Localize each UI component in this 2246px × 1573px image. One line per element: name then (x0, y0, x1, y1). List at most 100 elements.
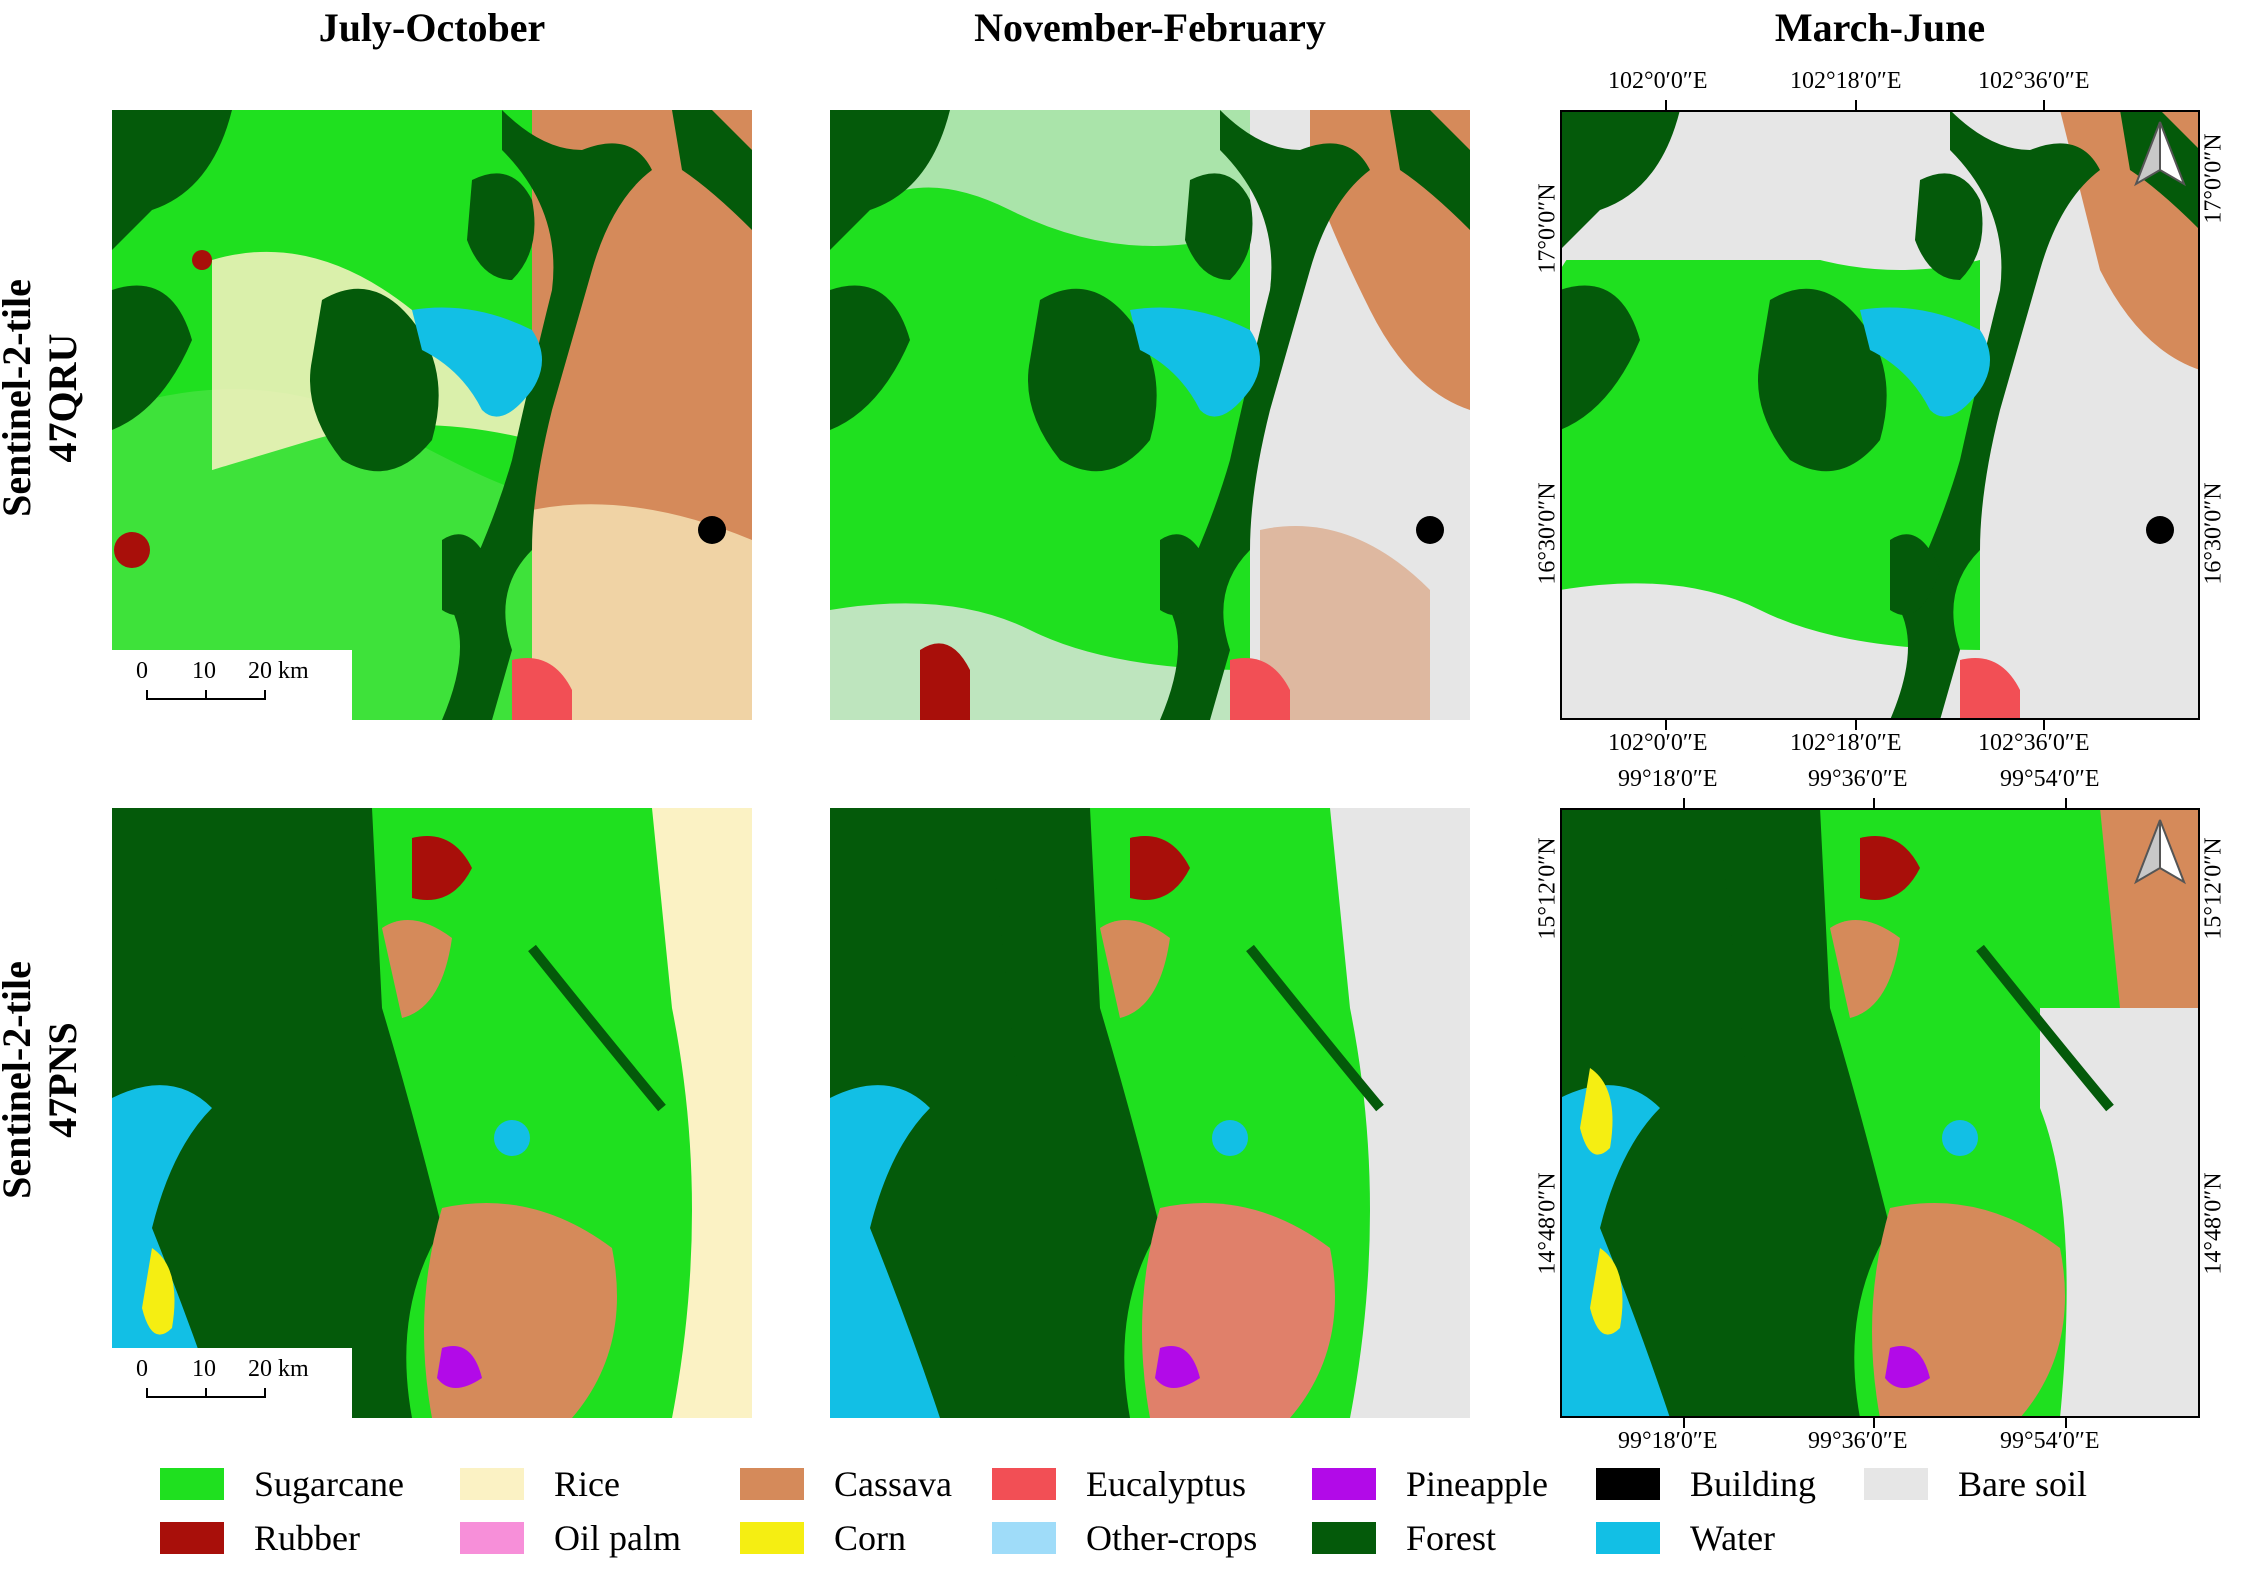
legend-swatch (1312, 1468, 1376, 1500)
legend-label: Corn (834, 1518, 906, 1558)
lat-label-left: 14°48′0″N (1534, 1172, 1561, 1275)
lon-label-top: 99°54′0″E (2000, 766, 2100, 792)
legend-item-cassava: Cassava (740, 1462, 952, 1506)
lat-label-right: 14°48′0″N (2200, 1172, 2227, 1275)
row-title-line1: Sentinel-2-tile (0, 279, 39, 517)
map-47qru-march-june (1560, 110, 2200, 720)
scale-tick (205, 1388, 207, 1398)
legend-label: Forest (1406, 1518, 1496, 1558)
lon-label-bottom: 99°18′0″E (1618, 1428, 1718, 1454)
map-47pns-march-june (1560, 808, 2200, 1418)
lon-label-top: 102°36′0″E (1978, 68, 2090, 94)
grid-tick (2043, 720, 2045, 730)
map-47pns-july-october (112, 808, 752, 1418)
legend-item-oil-palm: Oil palm (460, 1516, 681, 1560)
row-title-47qru: Sentinel-2-tile 47QRU (0, 218, 94, 578)
grid-tick (1683, 1418, 1685, 1428)
legend-swatch (1864, 1468, 1928, 1500)
legend-item-eucalyptus: Eucalyptus (992, 1462, 1246, 1506)
map-47qru-july-october (112, 110, 752, 720)
lat-label-right: 15°12′0″N (2200, 837, 2227, 940)
grid-tick (1873, 1418, 1875, 1428)
legend-item-pineapple: Pineapple (1312, 1462, 1548, 1506)
legend-item-rubber: Rubber (160, 1516, 360, 1560)
lon-label-top: 99°18′0″E (1618, 766, 1718, 792)
legend-swatch (740, 1468, 804, 1500)
grid-tick (2043, 100, 2045, 110)
scale-label-0: 0 (136, 658, 148, 684)
lat-label-right: 17°0′0″N (2200, 133, 2227, 224)
legend: Sugarcane Rice Cassava Eucalyptus Pineap… (160, 1462, 2160, 1572)
row-title-47pns: Sentinel-2-tile 47PNS (0, 900, 94, 1260)
legend-label: Bare soil (1958, 1464, 2087, 1504)
legend-swatch (992, 1468, 1056, 1500)
legend-item-corn: Corn (740, 1516, 906, 1560)
grid-tick (2065, 798, 2067, 808)
lon-label-top: 102°18′0″E (1790, 68, 1902, 94)
legend-swatch (992, 1522, 1056, 1554)
scale-tick (205, 690, 207, 700)
scale-tick (146, 1388, 148, 1398)
legend-label: Pineapple (1406, 1464, 1548, 1504)
legend-swatch (460, 1522, 524, 1554)
scale-label-0: 0 (136, 1356, 148, 1382)
lat-label-left: 15°12′0″N (1534, 837, 1561, 940)
legend-item-forest: Forest (1312, 1516, 1496, 1560)
north-arrow-icon (2134, 121, 2186, 187)
scale-label-10: 10 (192, 1356, 216, 1382)
legend-label: Eucalyptus (1086, 1464, 1246, 1504)
legend-swatch (740, 1522, 804, 1554)
north-arrow-icon (2134, 819, 2186, 885)
lon-label-bottom: 102°18′0″E (1790, 730, 1902, 756)
scale-bar: 0 10 20 km (112, 650, 352, 720)
legend-swatch (160, 1522, 224, 1554)
map-47pns-november-february (830, 808, 1470, 1418)
scale-label-10: 10 (192, 658, 216, 684)
map-47qru-november-february (830, 110, 1470, 720)
lon-label-top: 99°36′0″E (1808, 766, 1908, 792)
column-title-july-october: July-October (318, 5, 546, 50)
row-title-line2: 47PNS (40, 1022, 85, 1138)
lon-label-bottom: 99°36′0″E (1808, 1428, 1908, 1454)
lat-label-left: 17°0′0″N (1534, 183, 1561, 274)
row-title-line1: Sentinel-2-tile (0, 961, 39, 1199)
grid-tick (1855, 720, 1857, 730)
grid-tick (1855, 100, 1857, 110)
legend-label: Water (1690, 1518, 1776, 1558)
legend-item-bare-soil: Bare soil (1864, 1462, 2087, 1506)
legend-label: Rubber (254, 1518, 360, 1558)
legend-item-sugarcane: Sugarcane (160, 1462, 404, 1506)
legend-item-building: Building (1596, 1462, 1816, 1506)
scale-label-20: 20 km (248, 658, 309, 684)
legend-item-water: Water (1596, 1516, 1775, 1560)
legend-swatch (160, 1468, 224, 1500)
column-title-march-june: March-June (1774, 5, 1986, 50)
grid-tick (2065, 1418, 2067, 1428)
legend-item-rice: Rice (460, 1462, 620, 1506)
grid-tick (1683, 798, 1685, 808)
grid-tick (1873, 798, 1875, 808)
scale-tick (146, 690, 148, 700)
legend-swatch (1596, 1522, 1660, 1554)
lat-label-left: 16°30′0″N (1534, 482, 1561, 585)
lon-label-bottom: 102°36′0″E (1978, 730, 2090, 756)
scale-tick (264, 1388, 266, 1398)
lon-label-bottom: 102°0′0″E (1608, 730, 1708, 756)
scale-tick (264, 690, 266, 700)
legend-label: Building (1690, 1464, 1817, 1504)
legend-swatch (1312, 1522, 1376, 1554)
legend-label: Other-crops (1086, 1518, 1258, 1558)
lon-label-bottom: 99°54′0″E (2000, 1428, 2100, 1454)
legend-swatch (1596, 1468, 1660, 1500)
legend-label: Oil palm (554, 1518, 681, 1558)
legend-label: Cassava (834, 1464, 952, 1504)
scale-bar: 0 10 20 km (112, 1348, 352, 1418)
grid-tick (1665, 100, 1667, 110)
lon-label-top: 102°0′0″E (1608, 68, 1708, 94)
legend-swatch (460, 1468, 524, 1500)
legend-label: Sugarcane (254, 1464, 404, 1504)
scale-label-20: 20 km (248, 1356, 309, 1382)
grid-tick (1665, 720, 1667, 730)
legend-item-other-crops: Other-crops (992, 1516, 1257, 1560)
row-title-line2: 47QRU (40, 333, 85, 463)
